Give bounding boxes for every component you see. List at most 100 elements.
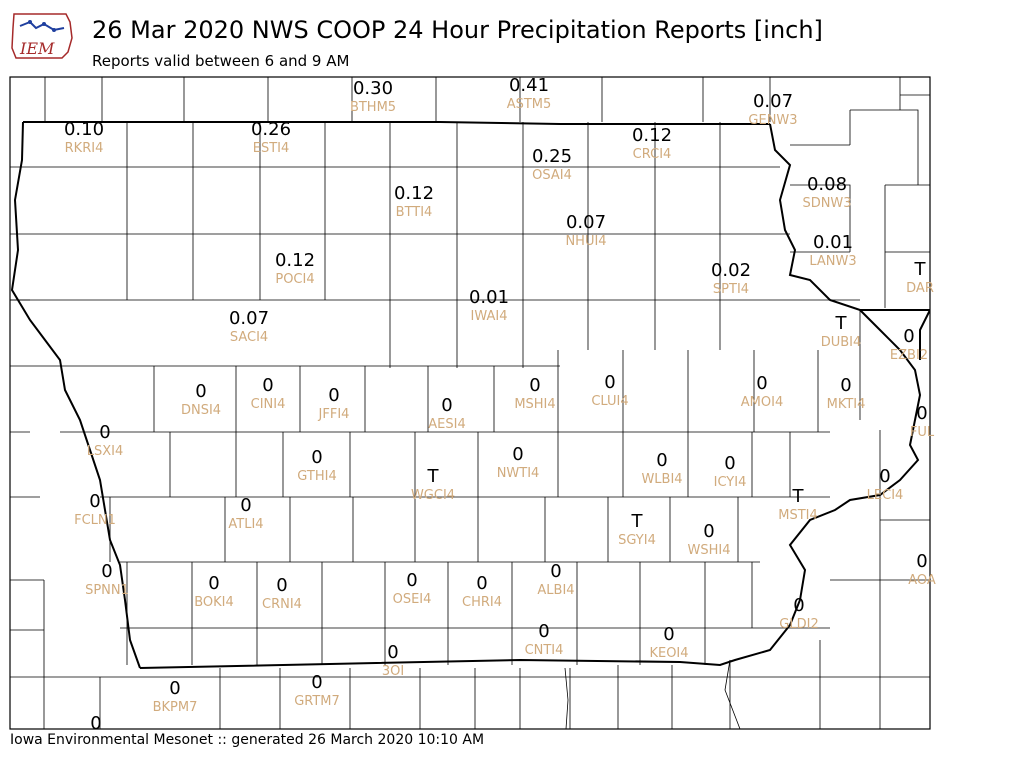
station-value: 0: [512, 444, 523, 465]
station-value: 0: [208, 573, 219, 594]
station-value: 0: [703, 521, 714, 542]
station-value: 0: [276, 575, 287, 596]
station-id: GLDI2: [779, 617, 818, 632]
station-value: 0.08: [807, 174, 847, 195]
station-value: 0.12: [632, 125, 672, 146]
station-id: CNTI4: [525, 643, 564, 658]
logo-text: IEM: [19, 39, 55, 58]
station-id: JFFI4: [318, 407, 350, 422]
station-value: 0.07: [566, 212, 606, 233]
station-id: CHRI4: [462, 595, 502, 610]
station-id: BOKI4: [194, 595, 234, 610]
station-id: MKTI4: [827, 397, 866, 412]
station-id: CRCI4: [633, 147, 672, 162]
station-value: 0.07: [753, 91, 793, 112]
station-id: LANW3: [809, 254, 856, 269]
iem-logo: IEM: [11, 13, 73, 59]
station-value: 0.12: [394, 183, 434, 204]
station-id: AOA: [908, 573, 936, 588]
station-id: OSAI4: [532, 168, 572, 183]
station-value: T: [835, 313, 848, 334]
station-id: RKRI4: [65, 141, 104, 156]
station-id: MSTI4: [778, 508, 818, 523]
station-value: 0: [903, 326, 914, 347]
station-id: ESTI4: [253, 141, 290, 156]
station-value: 0.01: [813, 232, 853, 253]
station-value: 0: [406, 570, 417, 591]
station-value: 0.26: [251, 119, 291, 140]
station-id: WGCI4: [411, 488, 455, 503]
station-value: 0: [101, 561, 112, 582]
station-value: 0: [441, 395, 452, 416]
station-id: WSHI4: [688, 543, 731, 558]
station-id: LSXI4: [87, 444, 124, 459]
station-value: 0.01: [469, 287, 509, 308]
station-value: 0: [195, 381, 206, 402]
station-id: CLUI4: [591, 394, 628, 409]
station-id: FCLN1: [74, 513, 116, 528]
station-value: 0: [879, 466, 890, 487]
station-value: 0: [604, 372, 615, 393]
station-id: FUL: [910, 425, 935, 440]
station-value: 0: [240, 495, 251, 516]
station-value: 0.30: [353, 78, 393, 99]
station-id: ATLI4: [228, 517, 263, 532]
station-id: CRNI4: [262, 597, 302, 612]
station-id: WLBI4: [641, 472, 682, 487]
station-value: 0: [476, 573, 487, 594]
station-value: 0: [99, 422, 110, 443]
station-value: 0: [840, 375, 851, 396]
station-id: NHUI4: [565, 234, 606, 249]
station-id: POCI4: [275, 272, 314, 287]
station-value: 0: [387, 642, 398, 663]
station-value: 0: [916, 403, 927, 424]
county-boundaries: [10, 77, 930, 729]
station-id: ASTM5: [507, 97, 552, 112]
station-id: DUBI4: [821, 335, 862, 350]
station-id: GENW3: [748, 113, 797, 128]
station-id: AESI4: [428, 417, 465, 432]
station-value: 0: [538, 621, 549, 642]
station-value: T: [792, 486, 805, 507]
station-value: 0.07: [229, 308, 269, 329]
station-value: 0.41: [509, 75, 549, 96]
station-value: 0: [793, 595, 804, 616]
station-value: 0: [724, 453, 735, 474]
station-value: T: [631, 511, 644, 532]
station-id: LECI4: [867, 488, 904, 503]
station-id: BTTI4: [396, 205, 433, 220]
station-value: 0: [756, 373, 767, 394]
page-title: 26 Mar 2020 NWS COOP 24 Hour Precipitati…: [92, 16, 823, 44]
station-id: SDNW3: [802, 196, 851, 211]
station-value: 0: [656, 450, 667, 471]
station-value: 0: [529, 375, 540, 396]
map-frame: [9, 76, 931, 730]
station-value: 0: [550, 561, 561, 582]
station-value: 0.10: [64, 119, 104, 140]
station-id: BTHM5: [350, 100, 396, 115]
station-value: 0.12: [275, 250, 315, 271]
station-value: 0: [663, 624, 674, 645]
station-id: EZBI2: [890, 348, 928, 363]
station-value: 0: [90, 713, 101, 734]
footer-credit: Iowa Environmental Mesonet :: generated …: [10, 732, 485, 748]
station-value: 0: [311, 447, 322, 468]
station-id: BKPM7: [153, 700, 198, 715]
station-value: 0: [262, 375, 273, 396]
station-id: SPTI4: [713, 282, 749, 297]
station-id: SGYI4: [618, 533, 656, 548]
station-value: T: [914, 259, 927, 280]
station-id: SPNN1: [85, 583, 129, 598]
state-boundaries: [10, 121, 930, 669]
station-value: 0: [916, 551, 927, 572]
station-id: AMOI4: [741, 395, 783, 410]
page-subtitle: Reports valid between 6 and 9 AM: [92, 52, 350, 70]
station-value: T: [427, 466, 440, 487]
station-value: 0: [169, 678, 180, 699]
station-value: 0: [89, 491, 100, 512]
station-value: 0.02: [711, 260, 751, 281]
station-id: ICYI4: [714, 475, 747, 490]
station-id: DAR: [906, 281, 934, 296]
